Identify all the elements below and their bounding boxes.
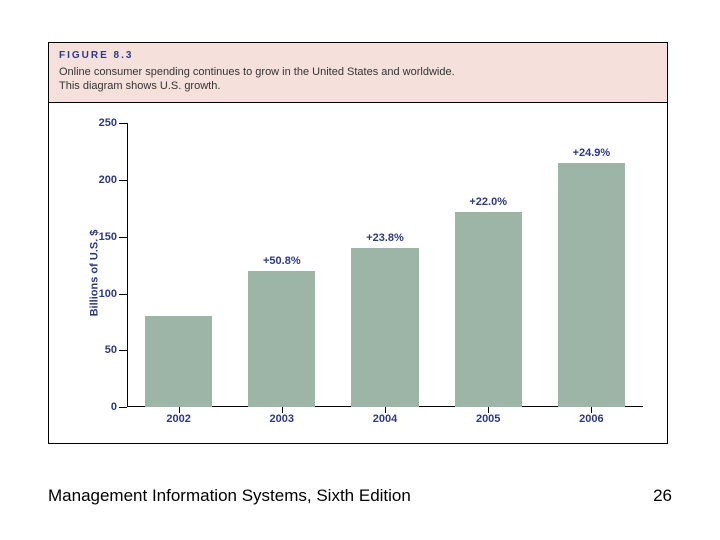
y-axis-label: Billions of U.S. $ [88, 230, 100, 317]
slide-footer: Management Information Systems, Sixth Ed… [48, 486, 672, 506]
footer-source: Management Information Systems, Sixth Ed… [48, 486, 411, 506]
figure-box: FIGURE 8.3 Online consumer spending cont… [48, 42, 668, 444]
y-tick-label: 200 [99, 174, 127, 186]
x-tick-label: 2006 [579, 413, 603, 425]
figure-label: FIGURE 8.3 [59, 49, 657, 63]
y-tick-label: 250 [99, 117, 127, 129]
y-tick-label: 50 [105, 344, 127, 356]
bar-value-label: +22.0% [469, 196, 507, 208]
slide-page: FIGURE 8.3 Online consumer spending cont… [0, 0, 720, 540]
x-tick-label: 2005 [476, 413, 500, 425]
bar [558, 163, 625, 407]
y-tick-label: 100 [99, 288, 127, 300]
bar [145, 316, 212, 407]
footer-page-number: 26 [653, 486, 672, 506]
caption-line-1: Online consumer spending continues to gr… [59, 66, 455, 78]
bar [248, 271, 315, 407]
bar [455, 212, 522, 407]
chart-area: Billions of U.S. $ 20022003200420052006 … [49, 103, 667, 443]
caption-line-2: This diagram shows U.S. growth. [59, 80, 220, 92]
figure-caption: FIGURE 8.3 Online consumer spending cont… [49, 43, 667, 103]
bar-value-label: +50.8% [263, 255, 301, 267]
x-tick-label: 2003 [270, 413, 294, 425]
bar-value-label: +23.8% [366, 232, 404, 244]
bar [351, 248, 418, 407]
y-tick-label: 0 [111, 401, 127, 413]
y-axis [127, 123, 128, 407]
y-tick-label: 150 [99, 231, 127, 243]
x-tick-label: 2004 [373, 413, 397, 425]
plot-region: 20022003200420052006 050100150200250+50.… [127, 123, 643, 407]
x-tick-label: 2002 [166, 413, 190, 425]
bar-value-label: +24.9% [573, 147, 611, 159]
